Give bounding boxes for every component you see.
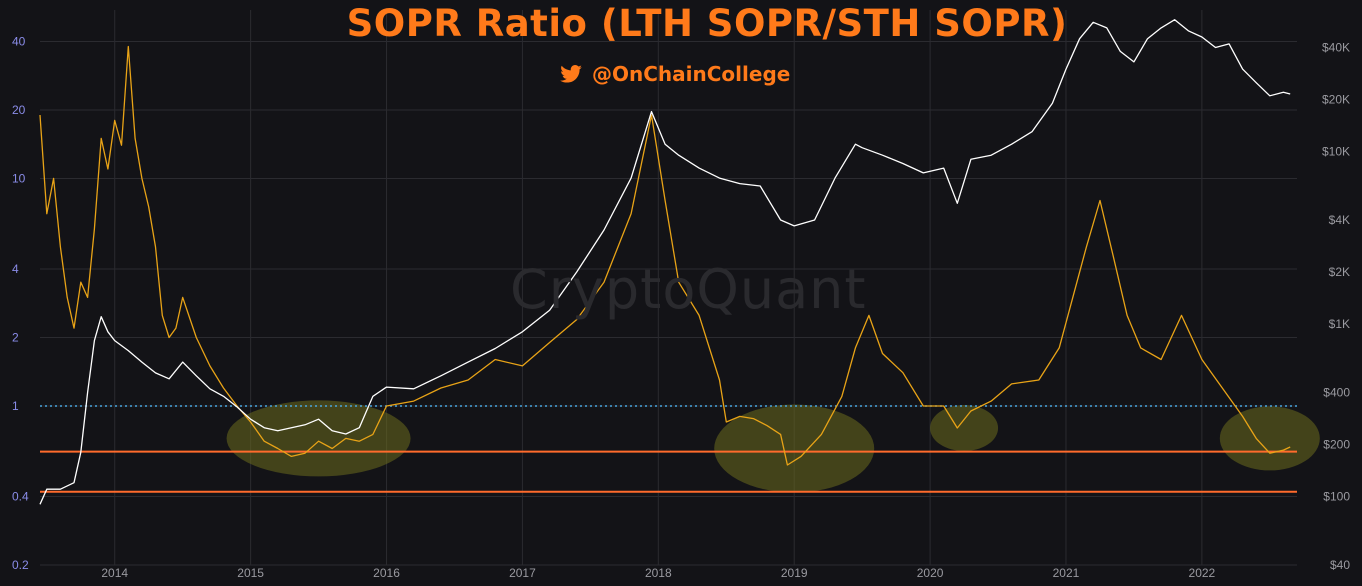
reference-lines xyxy=(40,405,1297,493)
highlight-ellipse xyxy=(1219,406,1320,471)
left-tick-label: 0.2 xyxy=(12,558,29,572)
x-tick-label: 2016 xyxy=(373,566,400,580)
right-tick-label: $10K xyxy=(1322,144,1350,158)
x-tick-label: 2019 xyxy=(781,566,808,580)
handle[interactable]: @OnChainCollege xyxy=(560,62,790,86)
right-tick-label: $4K xyxy=(1329,213,1350,227)
x-tick-label: 2018 xyxy=(645,566,672,580)
left-tick-label: 10 xyxy=(12,171,26,185)
right-tick-label: $1K xyxy=(1329,317,1350,331)
x-tick-label: 2017 xyxy=(509,566,536,580)
sopr-ratio-line xyxy=(39,45,1291,466)
highlight-ellipse xyxy=(714,404,875,493)
right-tick-label: $40 xyxy=(1330,558,1350,572)
right-tick-label: $40K xyxy=(1322,41,1350,55)
series-lines xyxy=(39,19,1291,505)
x-tick-label: 2022 xyxy=(1189,566,1216,580)
right-tick-label: $400 xyxy=(1323,386,1350,400)
right-tick-label: $200 xyxy=(1323,437,1350,451)
handle-text: @OnChainCollege xyxy=(592,62,791,86)
right-tick-label: $100 xyxy=(1323,489,1350,503)
left-tick-label: 1 xyxy=(12,399,19,413)
left-tick-label: 20 xyxy=(12,103,26,117)
left-tick-label: 0.4 xyxy=(12,490,29,504)
highlight-ellipse xyxy=(930,405,999,452)
left-axis-ticks: 0.2 0.4 1 2 4 10 20 40 xyxy=(12,34,29,572)
right-tick-label: $2K xyxy=(1329,265,1350,279)
left-tick-label: 2 xyxy=(12,330,19,344)
highlight-ellipse xyxy=(226,400,411,477)
x-tick-label: 2021 xyxy=(1053,566,1080,580)
btc-price-line xyxy=(39,19,1291,505)
x-tick-label: 2014 xyxy=(101,566,128,580)
right-axis-ticks: $40 $100 $200 $400 $1K $2K $4K $10K $20K $40K xyxy=(1322,41,1350,572)
x-tick-label: 2020 xyxy=(917,566,944,580)
x-axis-ticks: 2014 2015 2016 2017 2018 2019 2020 2021 2022 xyxy=(101,566,1215,580)
chart-title: SOPR Ratio (LTH SOPR/STH SOPR) xyxy=(346,2,1068,45)
left-tick-label: 4 xyxy=(12,262,19,276)
watermark: CryptoQuant xyxy=(510,258,867,321)
right-tick-label: $20K xyxy=(1322,92,1350,106)
twitter-bird-icon xyxy=(560,65,582,83)
x-tick-label: 2015 xyxy=(237,566,264,580)
highlight-regions xyxy=(226,400,1320,493)
left-tick-label: 40 xyxy=(12,34,26,48)
